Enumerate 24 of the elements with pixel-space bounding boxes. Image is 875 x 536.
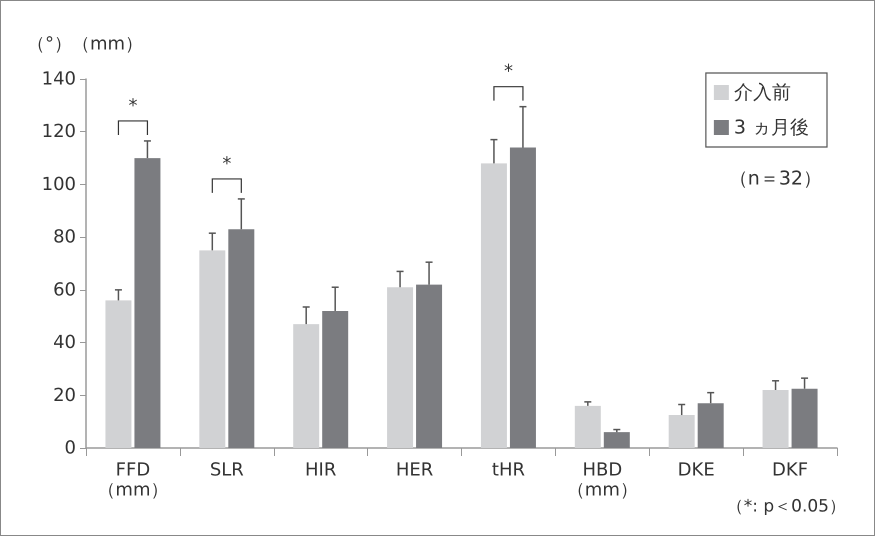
- y-axis-title: （°）（mm）: [27, 34, 144, 54]
- y-tick-label: 20: [53, 384, 76, 406]
- text: （*: p＜0.05）: [726, 496, 846, 516]
- x-tick-label: HBD （mm）: [566, 460, 638, 500]
- x-tick-label: tHR: [492, 460, 525, 480]
- legend-label: 介入前: [734, 82, 791, 104]
- x-tick-label: HIR: [305, 460, 336, 480]
- x-tick-label: SLR: [210, 460, 244, 480]
- annotation: *: [128, 95, 138, 116]
- y-tick-label: 120: [42, 121, 76, 142]
- y-tick-label: 40: [53, 332, 76, 354]
- y-tick-label: 80: [53, 226, 76, 248]
- y-tick-label: 0: [64, 438, 76, 458]
- legend-label: 3 ヵ月後: [734, 116, 810, 138]
- x-tick-label: HER: [396, 460, 434, 480]
- annotation: *: [504, 61, 513, 82]
- y-tick-label: 140: [42, 68, 76, 90]
- annotation: （n＝32）: [728, 168, 822, 190]
- x-tick-label: DKE: [678, 460, 715, 480]
- x-tick-label: FFD （mm）: [97, 460, 168, 500]
- y-tick-label: 100: [42, 174, 76, 195]
- y-tick-label: 60: [53, 279, 76, 300]
- x-tick-label: DKF: [772, 460, 808, 480]
- annotation: *: [222, 153, 232, 174]
